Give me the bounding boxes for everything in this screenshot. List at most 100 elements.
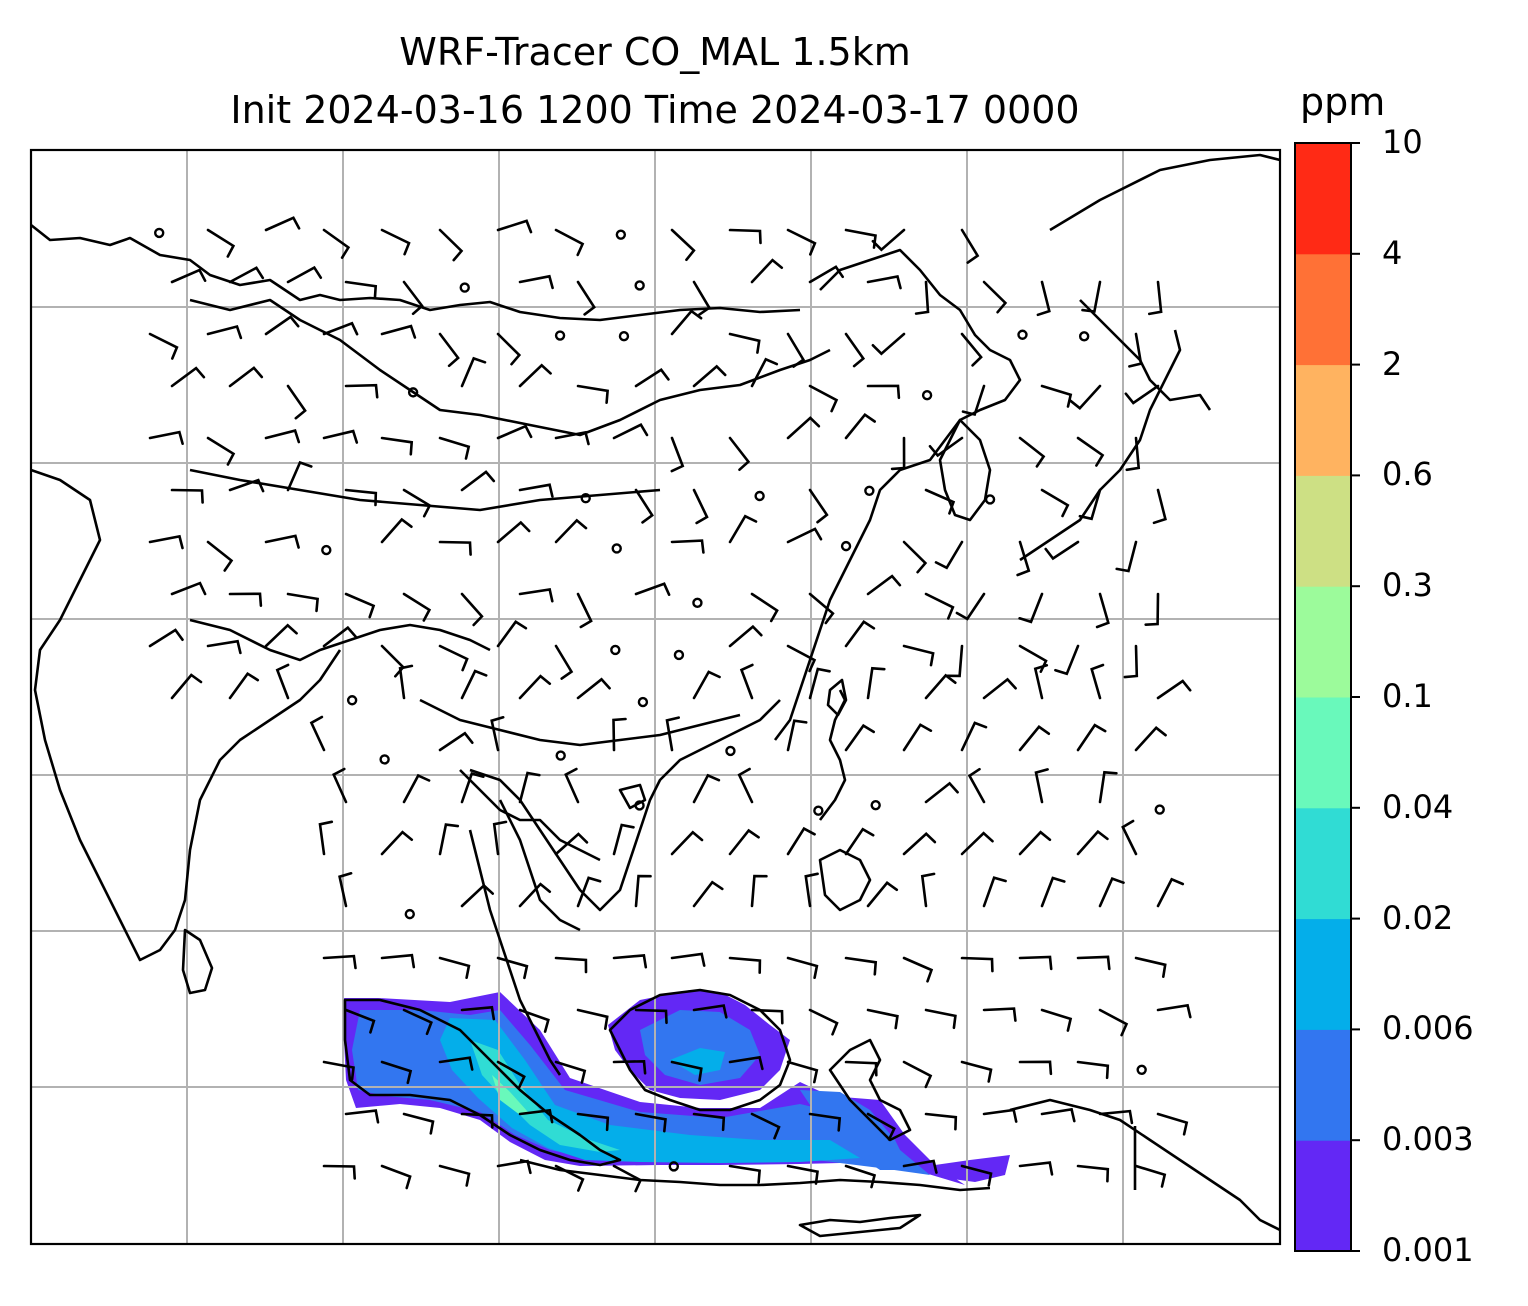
- wind-barb: [634, 874, 652, 908]
- colorbar-tick-label: 2: [1382, 344, 1403, 383]
- wind-barb: [1018, 830, 1052, 856]
- wind-barb: [148, 628, 184, 648]
- wind-barb: [554, 430, 590, 446]
- colorbar-segment: [1295, 253, 1351, 366]
- wind-barb: [670, 309, 703, 336]
- colorbar-tick-label: 10: [1382, 123, 1423, 161]
- coast-hainan: [618, 783, 647, 810]
- wind-barb: [692, 1004, 728, 1019]
- wind-barb: [228, 266, 265, 284]
- gridlines: [31, 150, 1280, 1244]
- figure-subtitle: Init 2024-03-16 1200 Time 2024-03-17 000…: [230, 88, 1080, 132]
- wind-barb: [438, 731, 474, 752]
- colorbar-segment: [1295, 143, 1351, 255]
- wind-barb: [496, 956, 529, 980]
- wind-barb: [264, 534, 300, 549]
- wind-barb: [612, 954, 648, 969]
- calm-wind-circle: [1017, 329, 1028, 340]
- wind-barb: [228, 366, 264, 388]
- plume-java-east-inner: [800, 1090, 910, 1170]
- wind-barb: [1033, 664, 1049, 700]
- wind-barb: [750, 1008, 784, 1025]
- wind-barb: [1016, 540, 1031, 577]
- wind-barb: [518, 363, 552, 388]
- wind-barb: [866, 881, 899, 908]
- wind-barb: [206, 639, 242, 655]
- wind-barb: [844, 228, 877, 249]
- wind-barb: [402, 1112, 435, 1135]
- wind-barb: [1115, 540, 1138, 573]
- wind-barb: [264, 623, 298, 648]
- wind-barb: [728, 332, 761, 354]
- coast-new-guinea: [1009, 1098, 1280, 1232]
- wind-barb: [518, 1108, 554, 1124]
- wind-barb: [1098, 1008, 1129, 1037]
- wind-barb: [1018, 644, 1048, 673]
- wind-barb: [460, 592, 484, 627]
- wind-barb: [322, 625, 357, 648]
- colorbar-segment: [1295, 475, 1351, 587]
- colorbar-ticks: [1351, 142, 1360, 1252]
- wind-barb: [1018, 436, 1046, 468]
- wind-barb: [1076, 436, 1105, 467]
- wind-barb: [844, 956, 878, 976]
- wind-barb: [786, 956, 819, 979]
- wind-barb: [808, 1008, 839, 1036]
- wind-barb: [275, 663, 290, 700]
- wind-barb: [286, 592, 320, 613]
- wind-barb: [438, 1056, 474, 1071]
- wind-barb: [402, 773, 431, 804]
- wind-barb: [960, 831, 994, 856]
- wind-barb: [206, 436, 236, 466]
- wind-barb: [438, 644, 469, 672]
- wind-barb: [318, 820, 334, 856]
- calm-wind-circle: [555, 750, 566, 761]
- wind-barb: [576, 876, 602, 908]
- wind-barb: [170, 581, 207, 596]
- wind-barb: [438, 228, 464, 262]
- calm-wind-circle: [154, 227, 165, 239]
- wind-barb: [728, 624, 763, 648]
- wind-barb: [955, 592, 986, 621]
- wind-barb: [402, 1008, 433, 1036]
- wind-barb: [460, 669, 488, 700]
- wind-barb: [496, 424, 533, 440]
- wind-barb: [170, 366, 206, 388]
- wind-barb: [634, 582, 671, 596]
- wind-barb: [871, 228, 906, 252]
- plume-borneo-core: [670, 1048, 725, 1075]
- colorbar-segment: [1295, 1029, 1351, 1141]
- wind-barb: [750, 357, 779, 388]
- colorbar-tick-label: 0.003: [1382, 1120, 1474, 1159]
- wind-barb: [692, 880, 724, 908]
- wind-barb: [518, 882, 552, 908]
- wind-barb: [786, 644, 817, 673]
- wind-barb: [344, 280, 378, 300]
- colorbar-unit: ppm: [1300, 80, 1386, 124]
- wind-barb: [576, 1008, 609, 1030]
- border-china-south: [419, 698, 741, 747]
- wind-barb: [1040, 488, 1070, 518]
- wind-barb: [402, 280, 424, 316]
- wind-barb: [264, 429, 301, 444]
- wind-barb: [170, 673, 203, 700]
- wind-barb: [554, 1164, 585, 1192]
- wind-barb: [518, 274, 554, 290]
- wind-barb: [866, 1112, 896, 1141]
- wind-barb: [670, 539, 705, 554]
- wind-barb: [750, 874, 768, 908]
- wind-barb: [344, 592, 376, 619]
- wind-barb: [1156, 1112, 1189, 1136]
- wind-barb: [554, 832, 589, 856]
- wind-barb: [438, 1164, 471, 1187]
- wind-barb: [924, 592, 955, 620]
- colorbar-segment: [1295, 918, 1351, 1030]
- sri-lanka: [181, 928, 214, 995]
- wind-barb: [309, 715, 326, 752]
- coast-sumatra: [343, 998, 622, 1167]
- wind-barb: [924, 488, 956, 515]
- wind-barb: [612, 1164, 643, 1193]
- wind-barb: [402, 488, 432, 518]
- colorbar-tick-label: 0.02: [1382, 898, 1454, 937]
- coast-borneo: [608, 988, 792, 1112]
